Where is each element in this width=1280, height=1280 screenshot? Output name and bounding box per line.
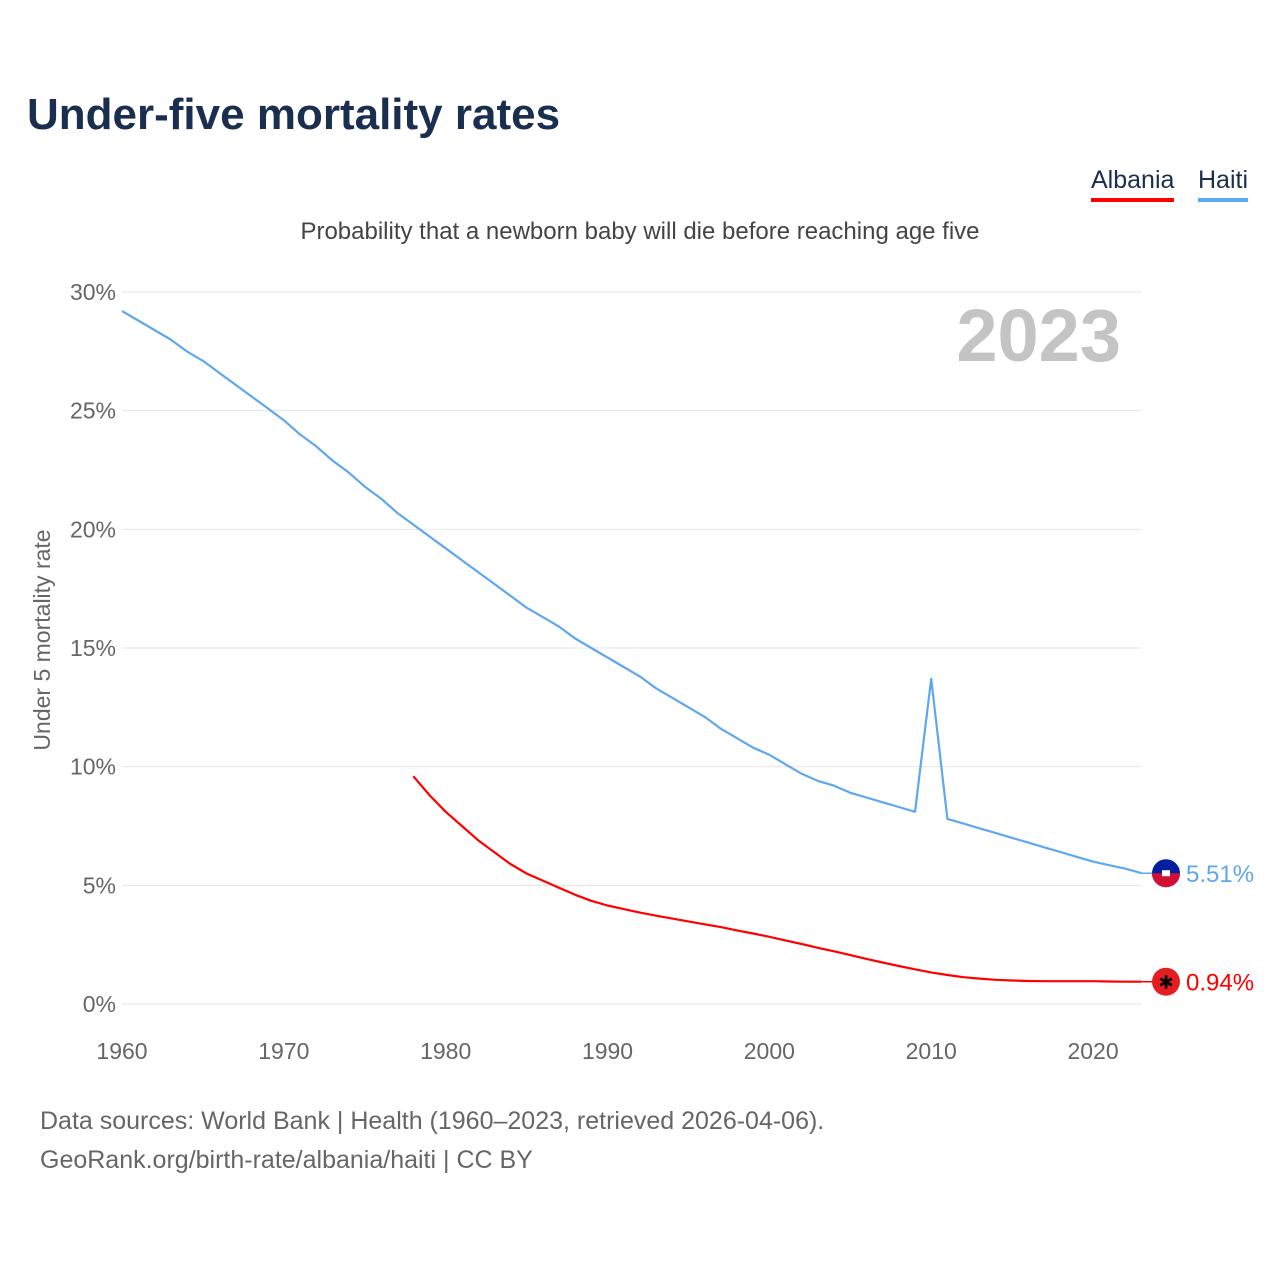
- series-line-haiti: [121, 310, 1142, 875]
- source-url[interactable]: GeoRank.org/birth-rate/albania/haiti | C…: [40, 1146, 533, 1174]
- end-value-label-haiti: 5.51%: [1186, 861, 1254, 888]
- x-tick-label: 2020: [1067, 1038, 1118, 1064]
- end-value-label-albania: 0.94%: [1186, 970, 1254, 997]
- haiti-flag-lower: [1152, 873, 1181, 888]
- y-tick-label: 10%: [70, 754, 116, 780]
- x-tick-label: 1990: [582, 1038, 633, 1064]
- chart-subtitle: Probability that a newborn baby will die…: [300, 218, 980, 245]
- x-tick-label: 1960: [96, 1038, 147, 1064]
- legend-haiti[interactable]: Haiti: [1198, 166, 1249, 202]
- albania-eagle-icon: ✱: [1158, 973, 1173, 993]
- y-tick-label: 25%: [70, 398, 116, 424]
- albania-flag-icon: [1152, 967, 1180, 996]
- x-tick-label: 2000: [744, 1038, 795, 1064]
- year-label: 2023: [956, 294, 1121, 377]
- x-tick-label: 1970: [258, 1038, 309, 1064]
- haiti-flag-emblem: [1162, 870, 1170, 877]
- source-line: Data sources: World Bank | Health (1960–…: [40, 1107, 825, 1135]
- series-line-albania: [412, 775, 1142, 983]
- line-chart: 0% 5% 10% 15% 20% 25% 30% 1960 1970 1980 1990 2000 2…: [29, 279, 1254, 1064]
- x-tick-label: 1980: [420, 1038, 471, 1064]
- y-axis-label: Under 5 mortality rate: [29, 529, 55, 750]
- y-tick-label: 5%: [83, 872, 116, 898]
- chart-title: Under-five mortality rates: [27, 90, 561, 139]
- x-tick-label: 2010: [906, 1038, 957, 1064]
- y-tick-label: 0%: [83, 991, 116, 1017]
- y-tick-label: 15%: [70, 635, 116, 661]
- y-tick-label: 20%: [70, 516, 116, 542]
- y-tick-label: 30%: [70, 279, 116, 305]
- legend-albania[interactable]: Albania: [1091, 166, 1175, 202]
